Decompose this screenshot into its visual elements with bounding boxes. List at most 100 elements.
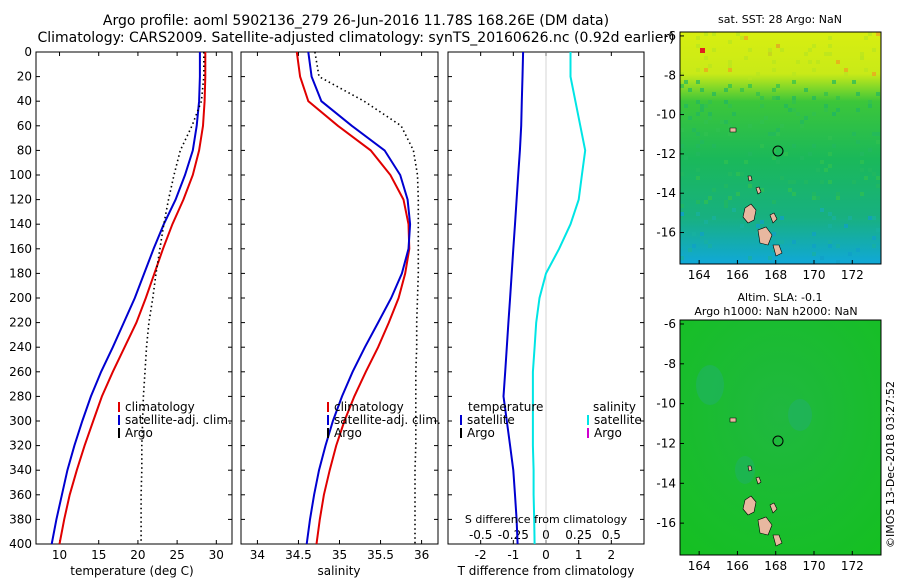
salinity-panel: 34 34.5 35 35.5 36: [241, 51, 438, 562]
sst-pixel: [696, 100, 700, 104]
map-x-tick-label: 172: [841, 559, 864, 573]
sst-pixel: [772, 248, 776, 252]
sst-pixel: [796, 112, 800, 116]
sst-pixel: [784, 152, 788, 156]
sst-pixel: [724, 120, 728, 124]
sst-pixel: [772, 232, 776, 236]
sla-anomaly-blob: [735, 456, 755, 484]
sst-pixel: [824, 104, 828, 108]
sst-pixel: [704, 240, 708, 244]
sst-pixel: [868, 104, 872, 108]
sst-pixel: [696, 152, 700, 156]
series-line-temperature-satellite: [502, 51, 525, 545]
sst-pixel: [704, 56, 708, 60]
sst-pixel: [872, 236, 876, 240]
top-x-tick-label: -0.25: [498, 528, 529, 542]
sst-pixel: [808, 60, 812, 64]
imos-watermark: ©IMOS 13-Dec-2018 03:27:52: [884, 381, 897, 548]
temperature-panel: 0 20 40 60 80 100 120 140 160 180 200 220 240 260 280 3…: [9, 45, 232, 562]
sst-pixel: [800, 124, 804, 128]
sla-map-subtitle: Argo h1000: NaN h2000: NaN: [694, 305, 857, 318]
sst-pixel: [780, 216, 784, 220]
sst-pixel: [852, 180, 856, 184]
title-line-1: Argo profile: aoml 5902136_279 26-Jun-20…: [103, 13, 609, 29]
sst-pixel: [708, 244, 712, 248]
island-shape: [729, 417, 737, 423]
sst-pixel: [864, 36, 868, 40]
difference-top-xlabel: S difference from climatology: [465, 513, 628, 526]
sst-pixel: [696, 112, 700, 116]
sst-pixel: [828, 212, 832, 216]
legend-climatology-label: climatology: [334, 400, 404, 414]
y-tick-label: 160: [9, 242, 32, 256]
sst-pixel: [876, 132, 880, 136]
sst-pixel: [792, 180, 796, 184]
sst-pixel: [828, 44, 832, 48]
sst-pixel: [708, 64, 712, 68]
sst-pixel: [776, 96, 780, 100]
series-line-climatology: [295, 51, 411, 545]
y-tick-label: 380: [9, 512, 32, 526]
sst-pixel: [684, 156, 688, 160]
sst-pixel: [728, 84, 732, 88]
sla-anomaly-blob: [788, 399, 812, 431]
legend-argo-label: Argo: [334, 426, 362, 440]
y-tick-label: 260: [9, 365, 32, 379]
sst-pixel: [792, 100, 796, 104]
sst-pixel: [828, 52, 832, 56]
sst-pixel: [740, 172, 744, 176]
series-line-argo: [140, 52, 205, 544]
sst-pixel: [704, 220, 708, 224]
sst-pixel: [820, 160, 824, 164]
map-y-tick-label: -10: [656, 108, 676, 122]
legend-climatology-label: climatology: [125, 400, 195, 414]
map-y-tick-label: -6: [664, 317, 676, 331]
x-tick-label: 35.5: [367, 548, 394, 562]
sst-pixel: [860, 152, 864, 156]
legend-temp-satellite-label: satellite: [467, 413, 515, 427]
sst-pixel: [804, 88, 808, 92]
sst-pixel: [724, 88, 728, 92]
sst-pixel: [696, 168, 700, 172]
sst-pixel: [836, 196, 840, 200]
sla-map-frame: [679, 319, 882, 556]
sst-pixel: [760, 188, 764, 192]
sst-pixel: [680, 112, 684, 116]
sst-pixel: [680, 204, 684, 208]
series-line-argo: [314, 51, 420, 544]
y-tick-label: 180: [9, 266, 32, 280]
sst-pixel: [708, 196, 712, 200]
sst-pixel: [692, 128, 696, 132]
sst-pixel: [860, 52, 864, 56]
y-tick-label: 240: [9, 340, 32, 354]
sst-pixel: [788, 180, 792, 184]
sst-pixel: [744, 160, 748, 164]
difference-xlabel: T difference from climatology: [457, 564, 635, 578]
island-shape: [772, 244, 783, 257]
sst-pixel: [836, 96, 840, 100]
island-shape: [757, 226, 773, 246]
sst-pixel: [760, 220, 764, 224]
x-tick-label: -1: [507, 548, 519, 562]
sla-map-title: Altim. SLA: -0.1: [737, 291, 822, 304]
sst-pixel: [724, 200, 728, 204]
sst-pixel: [828, 136, 832, 140]
x-tick-label: 20: [130, 548, 145, 562]
sst-pixel: [872, 172, 876, 176]
sst-pixel: [700, 108, 704, 112]
series-line-salinity-satellite: [531, 52, 587, 545]
sst-pixel: [704, 120, 708, 124]
sst-pixel: [704, 132, 708, 136]
sst-pixel: [804, 52, 808, 56]
temperature-xlabel: temperature (deg C): [70, 564, 193, 578]
sst-pixel: [748, 256, 752, 260]
sst-pixel: [764, 116, 768, 120]
sst-pixel: [872, 216, 876, 220]
sst-pixel: [876, 140, 880, 144]
sst-pixel: [796, 60, 800, 64]
sst-pixel: [844, 68, 848, 72]
sst-pixel: [808, 152, 812, 156]
sst-pixel: [780, 48, 784, 52]
sst-pixel: [728, 124, 732, 128]
legend-argo-label: Argo: [125, 426, 153, 440]
